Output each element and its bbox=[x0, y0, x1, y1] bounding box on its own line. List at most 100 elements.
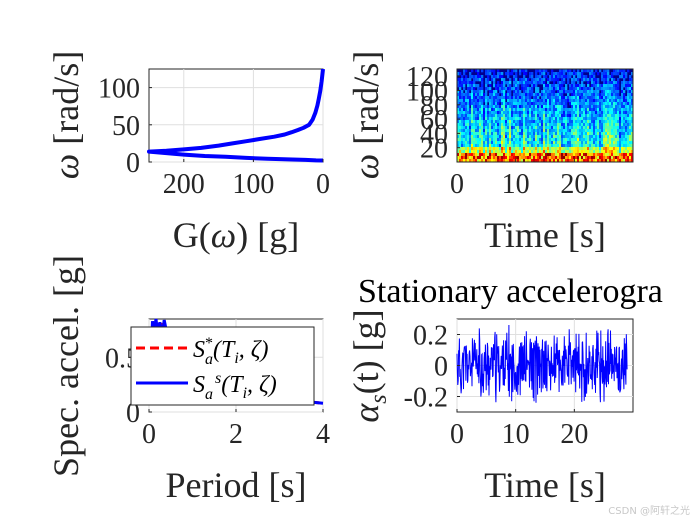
wavelet-cell bbox=[497, 75, 500, 79]
wavelet-cell bbox=[479, 129, 482, 133]
wavelet-cell bbox=[503, 87, 506, 91]
psd-lines bbox=[147, 68, 325, 163]
wavelet-cell bbox=[577, 81, 580, 85]
wavelet-cell bbox=[473, 126, 476, 130]
wavelet-cell bbox=[605, 69, 608, 73]
wavelet-cell bbox=[493, 78, 496, 82]
wavelet-cell bbox=[485, 135, 488, 139]
wavelet-cell bbox=[577, 105, 580, 109]
wavelet-cell bbox=[475, 144, 478, 148]
wavelet-cell bbox=[485, 78, 488, 82]
wavelet-cell bbox=[571, 81, 574, 85]
wavelet-cell bbox=[563, 108, 566, 112]
wavelet-cell bbox=[517, 120, 520, 124]
wavelet-cell bbox=[529, 117, 532, 121]
wavelet-cell bbox=[585, 75, 588, 79]
wavelet-cell bbox=[461, 114, 464, 118]
wavelet-cell bbox=[487, 75, 490, 79]
wavelet-cell bbox=[573, 120, 576, 124]
wavelet-cell bbox=[555, 102, 558, 106]
wavelet-cell bbox=[555, 159, 558, 163]
wavelet-cell bbox=[623, 99, 626, 103]
wavelet-cell bbox=[485, 114, 488, 118]
wavelet-cell bbox=[471, 126, 474, 130]
wavelet-cell bbox=[489, 144, 492, 148]
wavelet-cell bbox=[501, 156, 504, 160]
wavelet-cell bbox=[621, 90, 624, 94]
wavelet-cell bbox=[603, 102, 606, 106]
wavelet-cell bbox=[565, 159, 568, 163]
wavelet-cell bbox=[557, 138, 560, 142]
wavelet-cell bbox=[583, 90, 586, 94]
wavelet-cell bbox=[493, 81, 496, 85]
wavelet-cell bbox=[619, 132, 622, 136]
wavelet-cell bbox=[497, 159, 500, 163]
wavelet-cell bbox=[531, 123, 534, 127]
wavelet-cell bbox=[591, 87, 594, 91]
wavelet-cell bbox=[483, 108, 486, 112]
legend-box bbox=[130, 326, 315, 406]
wavelet-cell bbox=[461, 81, 464, 85]
wavelet-cell bbox=[479, 120, 482, 124]
wavelet-cell bbox=[549, 96, 552, 100]
wavelet-cell bbox=[507, 156, 510, 160]
wavelet-cell bbox=[575, 108, 578, 112]
wavelet-cell bbox=[469, 156, 472, 160]
wavelet-cell bbox=[597, 117, 600, 121]
wavelet-cell bbox=[491, 69, 494, 73]
wavelet-cell bbox=[459, 129, 462, 133]
wavelet-cell bbox=[545, 156, 548, 160]
wavelet-cell bbox=[595, 135, 598, 139]
wavelet-cell bbox=[605, 156, 608, 160]
wavelet-cell bbox=[471, 93, 474, 97]
wavelet-cell bbox=[603, 153, 606, 157]
accel-title: Stationary accelerogra bbox=[358, 273, 663, 310]
wavelet-cell bbox=[545, 90, 548, 94]
wavelet-cell bbox=[559, 144, 562, 148]
wavelet-cell bbox=[531, 141, 534, 145]
wavelet-cell bbox=[611, 99, 614, 103]
wavelet-cell bbox=[535, 150, 538, 154]
wavelet-cell bbox=[615, 87, 618, 91]
wavelet-cell bbox=[621, 75, 624, 79]
wavelet-cell bbox=[511, 72, 514, 76]
wavelet-cell bbox=[541, 102, 544, 106]
wavelet-cell bbox=[591, 96, 594, 100]
wavelet-cell bbox=[495, 120, 498, 124]
wavelet-cell bbox=[569, 117, 572, 121]
wavelet-cell bbox=[503, 114, 506, 118]
wavelet-cell bbox=[609, 81, 612, 85]
wavelet-cell bbox=[473, 141, 476, 145]
wavelet-cell bbox=[511, 96, 514, 100]
wavelet-cell bbox=[615, 150, 618, 154]
wavelet-cell bbox=[527, 120, 530, 124]
wavelet-cell bbox=[541, 159, 544, 163]
wavelet-cell bbox=[495, 75, 498, 79]
wavelet-cell bbox=[533, 156, 536, 160]
wavelet-cell bbox=[509, 138, 512, 142]
wavelet-cell bbox=[521, 105, 524, 109]
wavelet-cell bbox=[593, 117, 596, 121]
wavelet-heatmap bbox=[457, 69, 634, 163]
wavelet-cell bbox=[483, 135, 486, 139]
wavelet-cell bbox=[535, 126, 538, 130]
wavelet-cell bbox=[597, 144, 600, 148]
wavelet-cell bbox=[495, 141, 498, 145]
wavelet-cell bbox=[597, 81, 600, 85]
wavelet-cell bbox=[495, 93, 498, 97]
wavelet-cell bbox=[495, 138, 498, 142]
wavelet-cell bbox=[585, 102, 588, 106]
wavelet-cell bbox=[481, 141, 484, 145]
wavelet-cell bbox=[597, 156, 600, 160]
wavelet-cell bbox=[617, 153, 620, 157]
wavelet-cell bbox=[591, 138, 594, 142]
wavelet-cell bbox=[523, 141, 526, 145]
wavelet-cell bbox=[617, 96, 620, 100]
wavelet-cell bbox=[491, 129, 494, 133]
wavelet-cell bbox=[485, 150, 488, 154]
wavelet-cell bbox=[571, 126, 574, 130]
wavelet-cell bbox=[545, 147, 548, 151]
wavelet-cell bbox=[551, 75, 554, 79]
wavelet-cell bbox=[619, 120, 622, 124]
